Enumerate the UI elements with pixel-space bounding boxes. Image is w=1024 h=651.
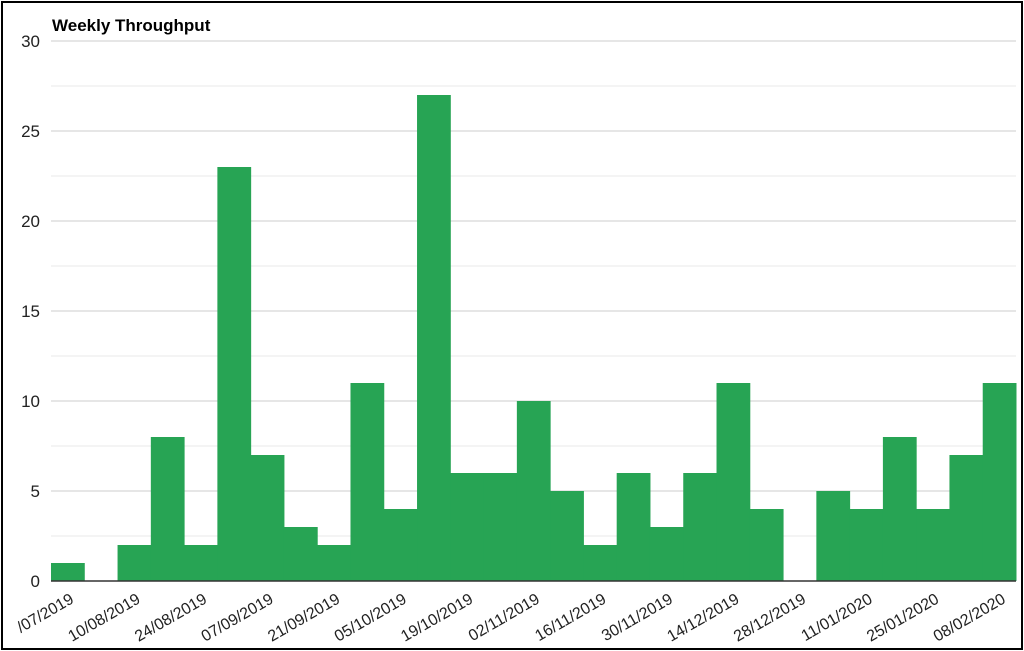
bar-11-01-2020 [849,509,884,581]
x-tick-label: 19/10/2019 [398,591,476,646]
bar-16-11-2019 [583,545,618,581]
bar-24-08-2019 [184,545,218,581]
x-tick-label: 28/12/2019 [731,591,809,646]
y-tick-label: 0 [31,572,40,591]
x-tick-label: 08/02/2020 [931,591,1009,646]
x-tick-label: 10/08/2019 [66,591,144,646]
bar-17-08-2019 [150,437,185,581]
y-tick-label: 15 [21,302,40,321]
y-tick-label: 25 [21,122,40,141]
bar-01-02-2020 [949,455,984,581]
bar-21-12-2019 [749,509,784,581]
y-tick-label: 5 [31,482,40,501]
bar-30-11-2019 [649,527,684,581]
bar-23-11-2019 [616,473,651,581]
x-axis-ticks: /07/201910/08/201924/08/201907/09/201921… [14,591,1008,646]
x-tick-label: 16/11/2019 [532,591,609,645]
bar-chart: 0 5 10 15 20 25 30 /07/201910/08/201924/08/201… [14,16,1017,646]
y-tick-label: 20 [21,212,40,231]
bar-05-10-2019 [383,509,418,581]
bar-08-02-2020 [982,383,1017,581]
x-tick-label: 11/01/2020 [799,591,876,645]
bar-09-11-2019 [550,491,584,581]
bar-07-12-2019 [683,473,718,581]
chart-title: Weekly Throughput [52,16,211,35]
bar-31-08-2019 [217,167,252,581]
x-tick-label: 02/11/2019 [466,591,543,645]
bar-10-08-2019 [117,545,152,581]
y-tick-label: 30 [21,32,40,51]
x-tick-label: 24/08/2019 [132,591,210,646]
bar-26-10-2019 [483,473,518,581]
x-tick-label: 21/09/2019 [265,591,343,646]
bar-07-09-2019 [250,455,285,581]
bar-04-01-2020 [816,491,851,581]
bar-21-09-2019 [317,545,351,581]
y-axis-ticks: 0 5 10 15 20 25 30 [21,32,40,591]
bar-27-07-2019 [51,563,85,581]
bar-14-09-2019 [283,527,318,581]
x-tick-label: 30/11/2019 [599,591,676,645]
bars [51,95,1017,581]
bar-19-10-2019 [450,473,485,581]
x-tick-label: 05/10/2019 [332,591,410,646]
y-tick-label: 10 [21,392,40,411]
bar-28-09-2019 [350,383,385,581]
bar-25-01-2020 [916,509,950,581]
bar-02-11-2019 [516,401,551,581]
bar-14-12-2019 [716,383,751,581]
x-tick-label: 14/12/2019 [665,591,743,646]
x-tick-label: 25/01/2020 [864,591,942,646]
bar-12-10-2019 [417,95,451,581]
bar-18-01-2020 [882,437,917,581]
x-tick-label: 07/09/2019 [199,591,277,646]
